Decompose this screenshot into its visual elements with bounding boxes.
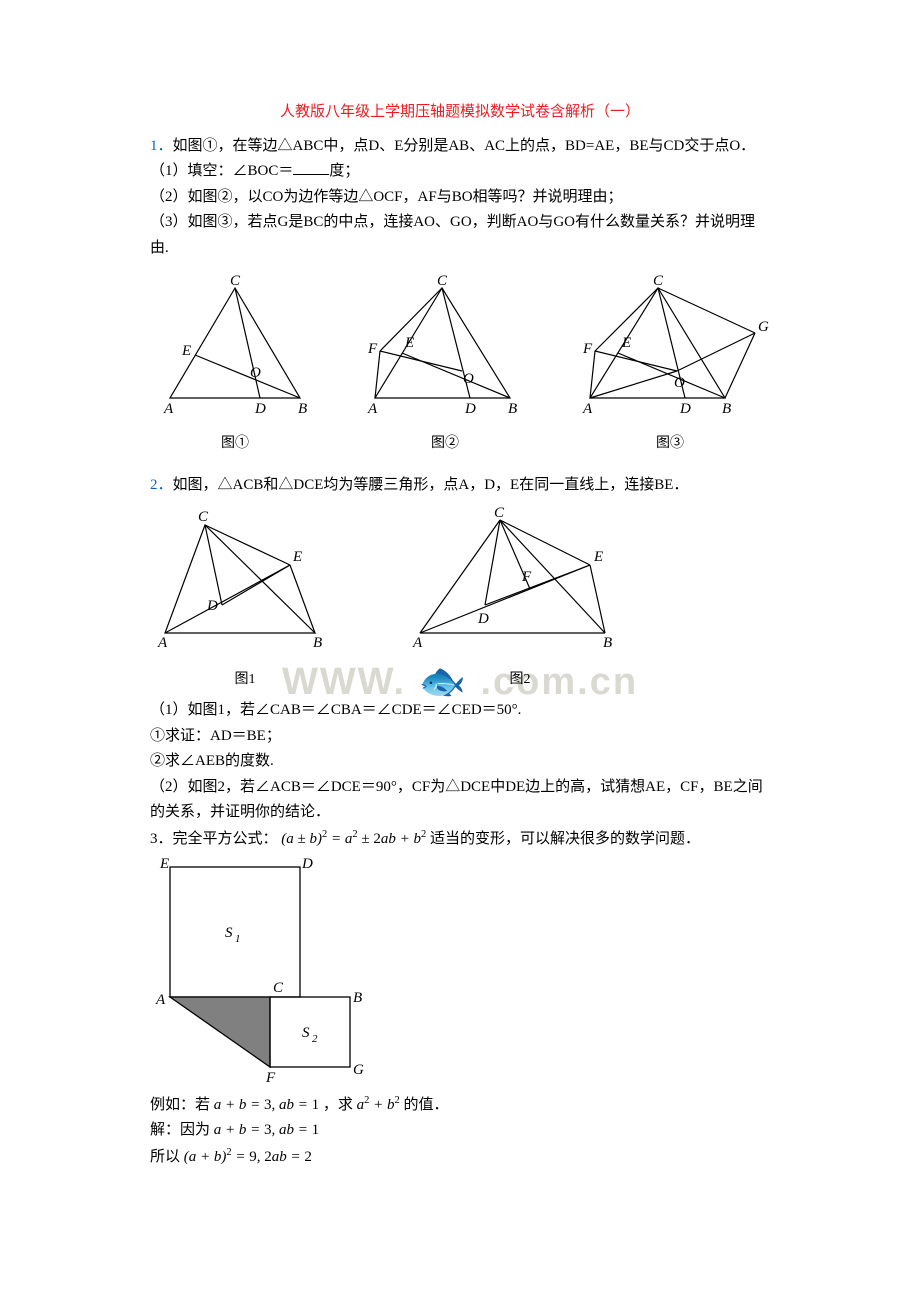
svg-text:B: B — [298, 401, 307, 417]
q3-number: 3． — [150, 831, 173, 847]
svg-text:C: C — [230, 273, 241, 289]
q3-example: 例如：若 a + b = 3, ab = 1 ，求 a2 + b2 的值． — [150, 1092, 770, 1119]
svg-text:G: G — [353, 1062, 364, 1078]
q3-sol2-f1: (a + b)2 = 9, 2ab = 2 — [184, 1149, 312, 1165]
blank-field[interactable] — [293, 159, 329, 175]
svg-text:S: S — [225, 925, 233, 941]
q2-part1b: ②求∠AEB的度数. — [150, 749, 770, 775]
q2-fig1-caption: 图1 — [150, 668, 340, 692]
q3-sol-line2: 所以 (a + b)2 = 9, 2ab = 2 — [150, 1144, 770, 1171]
q1-p1-b: 度； — [329, 163, 359, 179]
q3-ex-f1: a + b = 3, ab = 1 — [214, 1097, 319, 1113]
svg-text:D: D — [464, 401, 476, 417]
q3-ex-b: ，求 — [323, 1097, 357, 1113]
q3-figure: E D A C B F G S1 S2 — [150, 852, 390, 1082]
svg-text:D: D — [206, 598, 218, 614]
q2-fig2: A B C D E F — [410, 505, 630, 655]
svg-text:A: A — [412, 635, 423, 651]
svg-text:S: S — [302, 1025, 310, 1041]
question-2: 2．如图，△ACB和△DCE均为等腰三角形，点A，D，E在同一直线上，连接BE． — [150, 473, 770, 499]
svg-text:F: F — [265, 1070, 276, 1082]
svg-text:D: D — [679, 401, 691, 417]
svg-text:B: B — [722, 401, 731, 417]
q2-part2: （2）如图2，若∠ACB＝∠DCE＝90°，CF为△DCE中DE边上的高，试猜想… — [150, 775, 770, 826]
q3-ex-f2: a2 + b2 — [357, 1097, 400, 1113]
svg-text:O: O — [463, 371, 474, 387]
q3-sol-line1: 解：因为 a + b = 3, ab = 1 — [150, 1118, 770, 1144]
q3-sol-a: 解：因为 — [150, 1122, 214, 1138]
svg-text:B: B — [353, 990, 362, 1006]
svg-text:D: D — [301, 856, 313, 872]
q1-fig1-caption: 图① — [150, 432, 320, 456]
q2-fig1: A B C D E — [150, 505, 340, 655]
q2-part1: （1）如图1，若∠CAB＝∠CBA＝∠CDE＝∠CED＝50°. — [150, 698, 770, 724]
q1-part3: （3）如图③，若点G是BC的中点，连接AO、GO，判断AO与GO有什么数量关系？… — [150, 210, 770, 261]
q2-number: 2． — [150, 477, 173, 493]
q2-figures: A B C D E 图1 — [150, 505, 770, 692]
q3-sol2-a: 所以 — [150, 1149, 184, 1165]
svg-text:1: 1 — [235, 933, 241, 945]
svg-text:F: F — [582, 341, 593, 357]
svg-text:E: E — [181, 343, 191, 359]
q3-stem-a: 完全平方公式： — [173, 831, 278, 847]
svg-text:E: E — [404, 335, 414, 351]
svg-text:A: A — [163, 401, 174, 417]
q2-part1a: ①求证：AD＝BE； — [150, 724, 770, 750]
q3-formula: (a ± b)2 = a2 ± 2ab + b2 — [281, 831, 426, 847]
svg-text:E: E — [159, 856, 169, 872]
svg-text:O: O — [674, 375, 685, 391]
svg-text:A: A — [157, 635, 168, 651]
q3-ex-c: 的值． — [404, 1097, 449, 1113]
svg-text:C: C — [653, 273, 664, 289]
svg-text:2: 2 — [312, 1033, 318, 1045]
svg-text:F: F — [367, 341, 378, 357]
svg-text:E: E — [292, 549, 302, 565]
page-title: 人教版八年级上学期压轴题模拟数学试卷含解析（一） — [150, 100, 770, 126]
q1-p1-a: （1）填空：∠BOC＝ — [150, 163, 293, 179]
svg-text:O: O — [250, 365, 261, 381]
svg-text:B: B — [603, 635, 612, 651]
svg-text:C: C — [273, 980, 284, 996]
svg-text:B: B — [313, 635, 322, 651]
q3-ex-a: 例如：若 — [150, 1097, 214, 1113]
svg-text:B: B — [508, 401, 517, 417]
question-3: 3．完全平方公式： (a ± b)2 = a2 ± 2ab + b2 适当的变形… — [150, 826, 770, 853]
svg-text:A: A — [367, 401, 378, 417]
q1-number: 1． — [150, 138, 173, 154]
q1-fig2: A B C D E F O — [350, 273, 540, 418]
q1-part2: （2）如图②，以CO为边作等边△OCF，AF与BO相等吗？并说明理由； — [150, 185, 770, 211]
q1-figures: A B C D E O 图① — [150, 273, 770, 455]
q1-fig1: A B C D E O — [150, 273, 320, 418]
q1-fig3: A B C D E F O G — [570, 273, 770, 418]
svg-text:E: E — [621, 335, 631, 351]
svg-text:D: D — [477, 611, 489, 627]
q3-stem-b: 适当的变形，可以解决很多的数学问题． — [430, 831, 700, 847]
question-1: 1．如图①，在等边△ABC中，点D、E分别是AB、AC上的点，BD=AE，BE与… — [150, 134, 770, 160]
q1-stem: 如图①，在等边△ABC中，点D、E分别是AB、AC上的点，BD=AE，BE与CD… — [173, 138, 756, 154]
q2-fig2-caption: 图2 — [410, 668, 630, 692]
svg-text:C: C — [198, 509, 209, 525]
svg-text:F: F — [521, 569, 532, 585]
svg-text:C: C — [494, 505, 505, 521]
q3-sol-f1: a + b = 3, ab = 1 — [214, 1122, 319, 1138]
q1-fig3-caption: 图③ — [570, 432, 770, 456]
svg-text:D: D — [254, 401, 266, 417]
svg-text:A: A — [582, 401, 593, 417]
q1-fig2-caption: 图② — [350, 432, 540, 456]
svg-text:C: C — [437, 273, 448, 289]
q2-stem: 如图，△ACB和△DCE均为等腰三角形，点A，D，E在同一直线上，连接BE． — [173, 477, 689, 493]
svg-text:G: G — [758, 319, 769, 335]
svg-text:A: A — [155, 992, 166, 1008]
svg-text:E: E — [593, 549, 603, 565]
q1-part1: （1）填空：∠BOC＝ 度； — [150, 159, 770, 185]
